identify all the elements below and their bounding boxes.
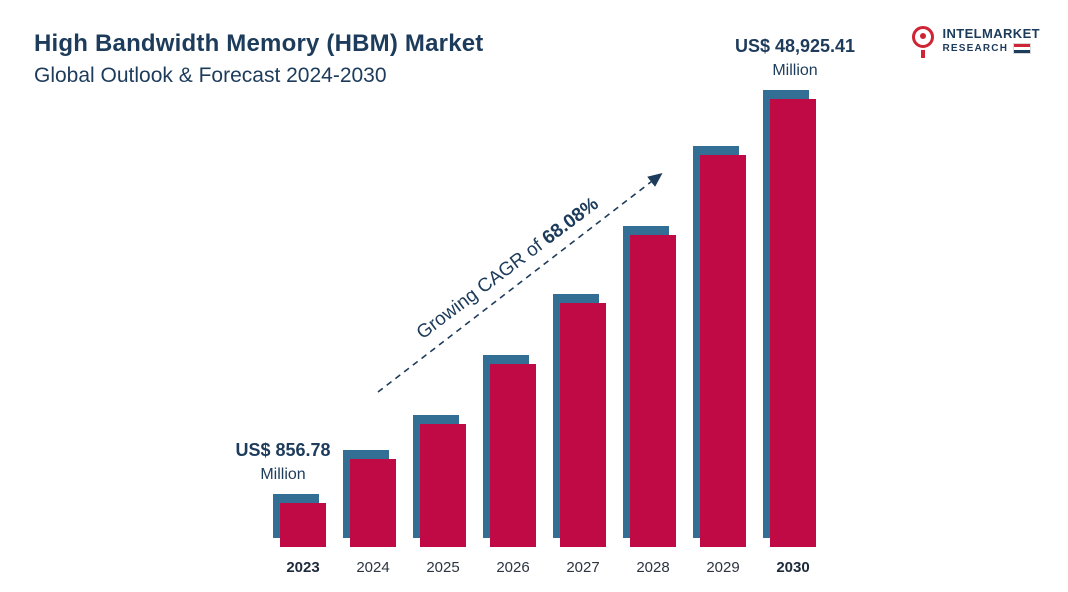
brand-tagline: RESEARCH — [942, 43, 1009, 54]
first-bar-unit: Million — [260, 466, 306, 483]
bar-slot-2024: 2024 — [343, 99, 396, 576]
last-bar-unit: Million — [772, 62, 818, 79]
bar-2024 — [350, 459, 396, 547]
x-axis-label-2030: 2030 — [776, 559, 810, 576]
x-axis-label-2027: 2027 — [566, 559, 600, 576]
logo-stem-icon — [921, 50, 926, 58]
first-bar-value: US$ 856.78 — [235, 440, 331, 460]
x-axis-label-2028: 2028 — [636, 559, 670, 576]
x-axis-label-2023: 2023 — [286, 559, 320, 576]
page-title: High Bandwidth Memory (HBM) Market — [34, 30, 484, 57]
brand-logo-icon — [912, 26, 938, 60]
first-bar-value-label: US$ 856.78 Million — [198, 440, 368, 484]
page-subtitle: Global Outlook & Forecast 2024-2030 — [34, 64, 387, 87]
bar-2026 — [490, 364, 536, 547]
bar-2023 — [280, 503, 326, 547]
bar-slot-2026: 2026 — [483, 99, 536, 576]
brand-logo: INTELMARKET RESEARCH — [912, 26, 1040, 60]
x-axis-label-2029: 2029 — [706, 559, 740, 576]
x-axis-label-2026: 2026 — [496, 559, 530, 576]
bar-2028 — [630, 235, 676, 547]
logo-dot-icon — [920, 33, 927, 39]
flag-icon — [1013, 43, 1032, 54]
last-bar-value-label: US$ 48,925.41 Million — [700, 36, 890, 80]
logo-ring-icon — [912, 26, 935, 48]
bar-slot-2030: 2030 — [763, 90, 816, 576]
bar-2030 — [770, 99, 816, 547]
x-axis-label-2025: 2025 — [426, 559, 460, 576]
bar-slot-2027: 2027 — [553, 99, 606, 576]
bar-slot-2029: 2029 — [693, 99, 746, 576]
bar-2025 — [420, 424, 466, 547]
bar-2029 — [700, 155, 746, 547]
bar-slot-2025: 2025 — [413, 99, 466, 576]
brand-name: INTELMARKET — [942, 26, 1040, 41]
x-axis-label-2024: 2024 — [356, 559, 390, 576]
bar-slot-2028: 2028 — [623, 99, 676, 576]
bar-slot-2023: 2023 — [273, 99, 326, 576]
bar-2027 — [560, 303, 606, 547]
brand-logo-text: INTELMARKET RESEARCH — [942, 26, 1040, 54]
bar-chart: 2023 2024 2025 2026 2027 2028 2029 2030 — [273, 90, 816, 576]
last-bar-value: US$ 48,925.41 — [734, 36, 856, 56]
